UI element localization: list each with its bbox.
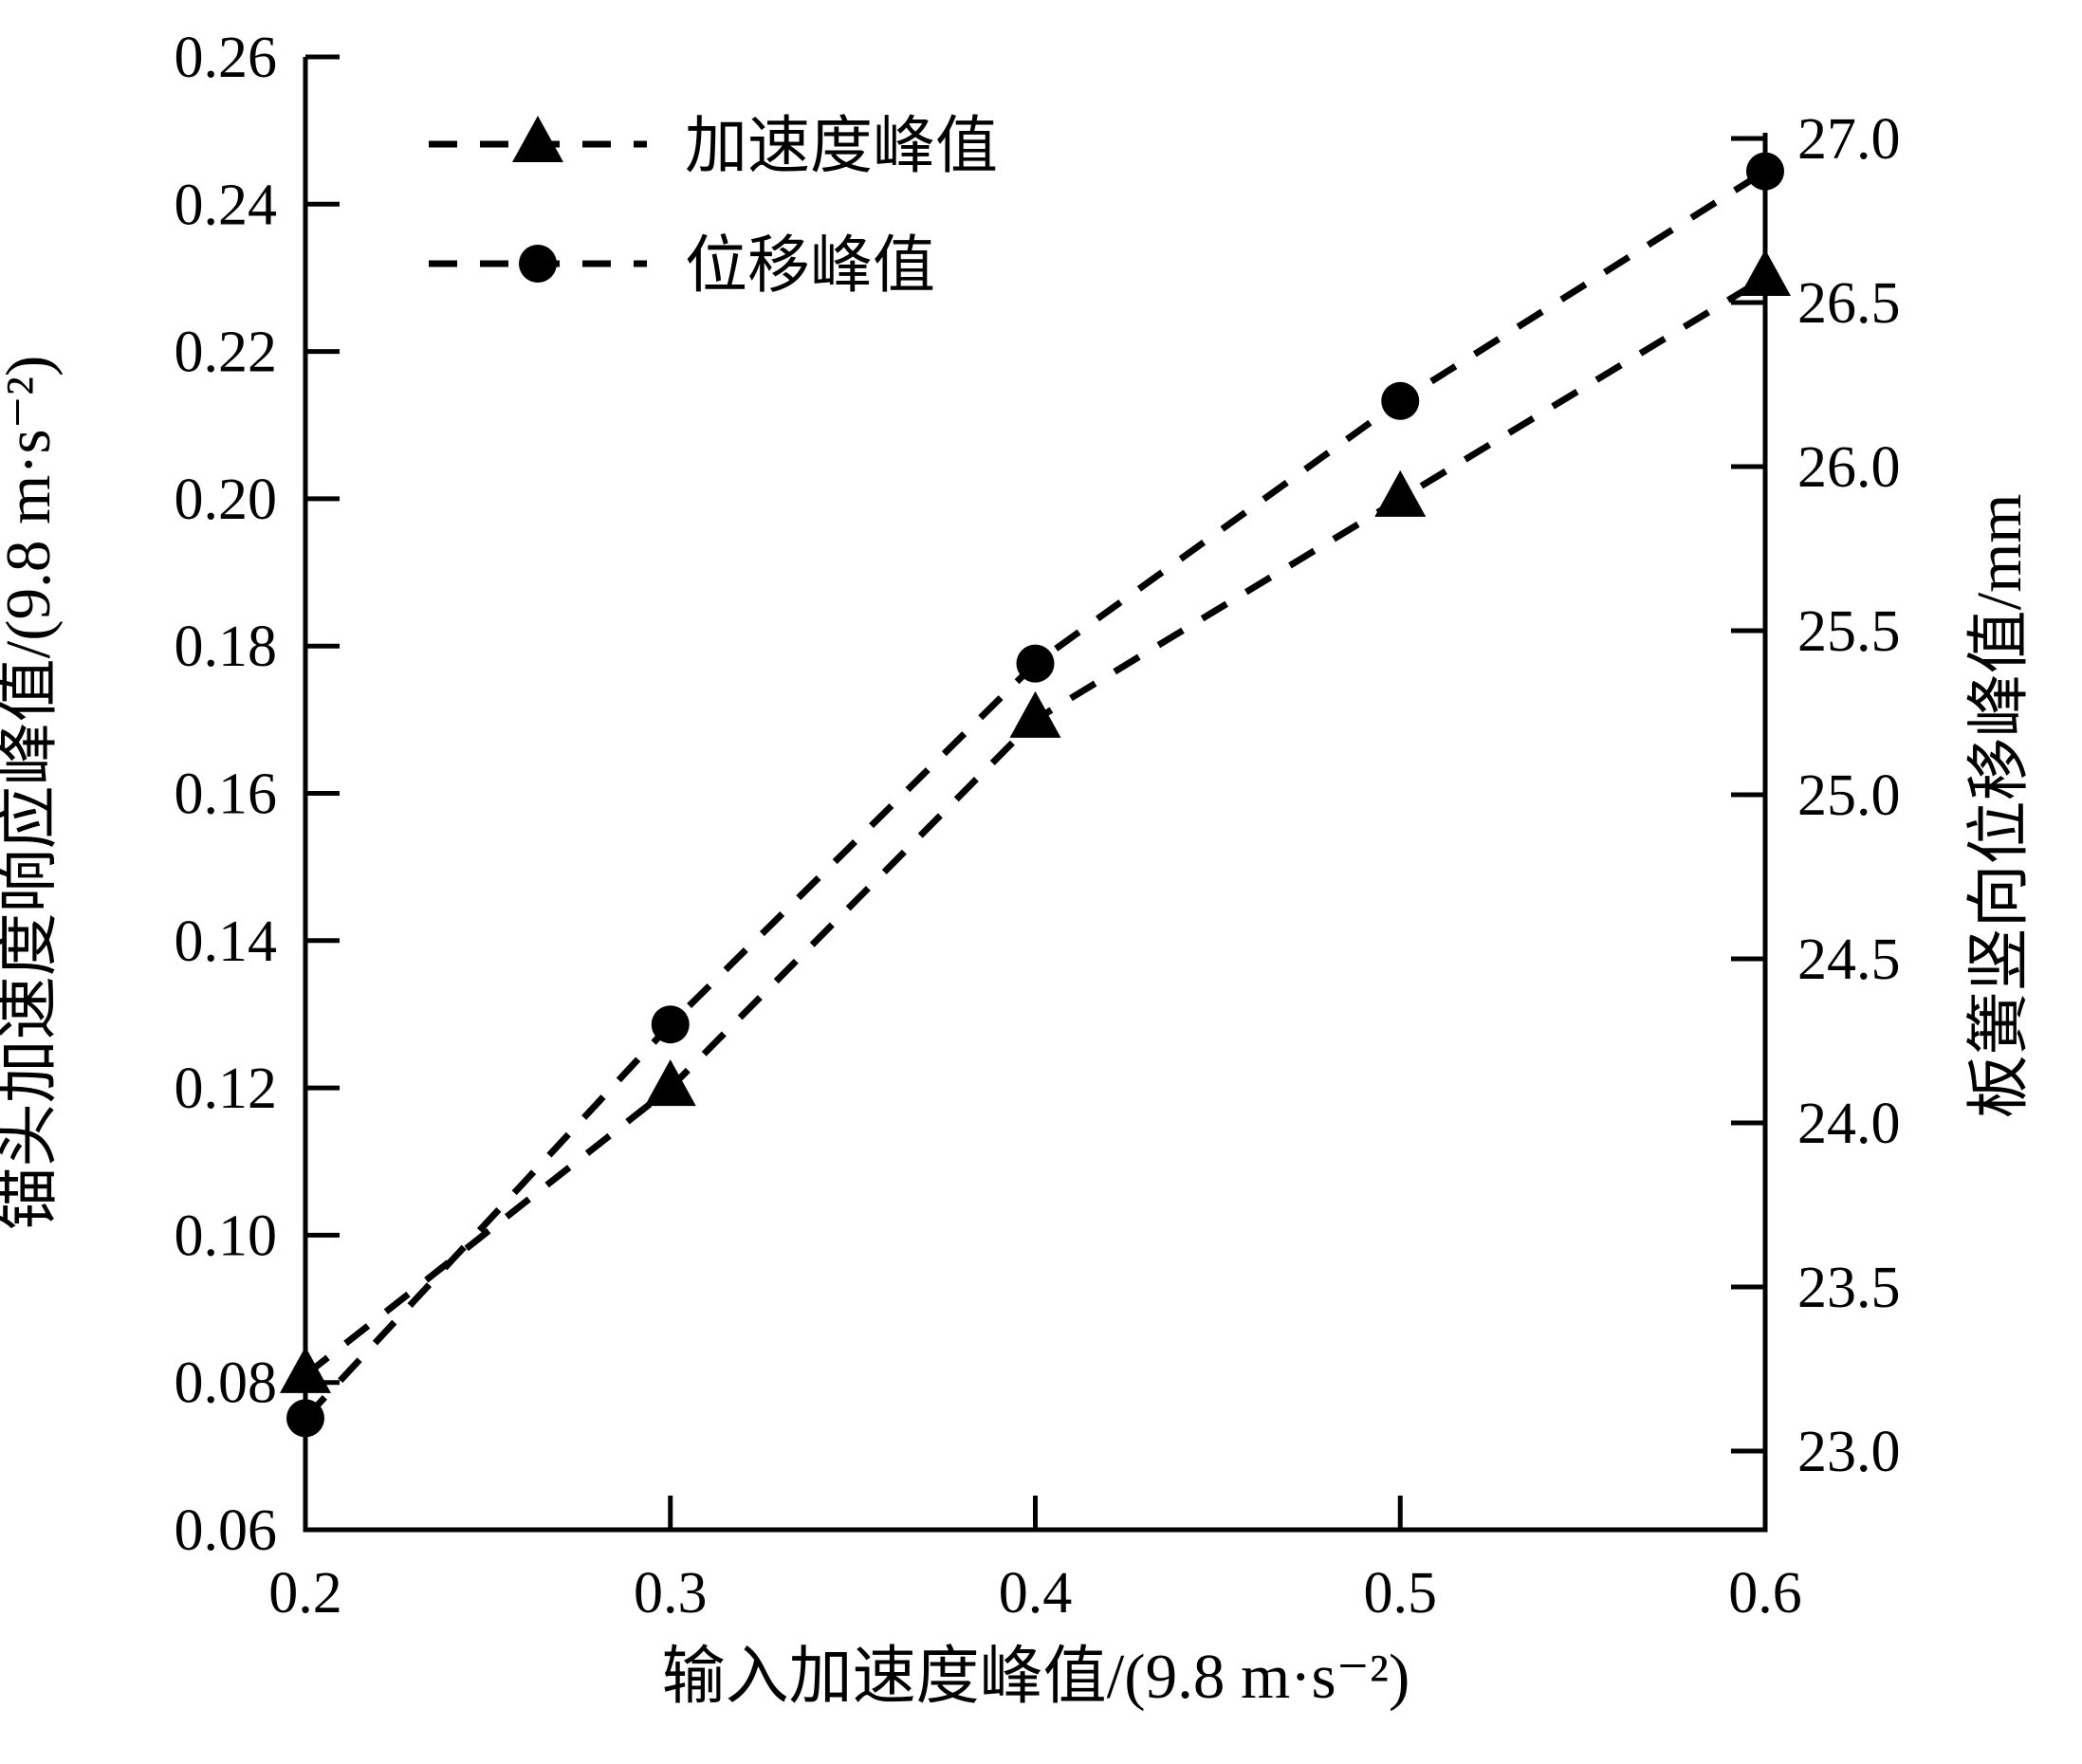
right-axis-tick-label: 24.5	[1797, 928, 1901, 992]
circle-data-marker	[286, 1399, 324, 1438]
circle-data-marker	[651, 1005, 690, 1044]
circle-series-line	[303, 168, 1767, 1421]
left-axis-tick-label: 0.26	[175, 26, 278, 90]
right-axis-tick-label: 26.0	[1797, 435, 1901, 500]
right-axis-tick-label: 23.0	[1797, 1420, 1901, 1484]
left-axis-title: 锚头加速度响应峰值/(9.8 m·s⁻²)	[0, 356, 64, 1231]
x-axis-tick-label: 0.6	[1728, 1561, 1802, 1626]
x-axis-tick-label: 0.3	[634, 1561, 708, 1626]
left-axis-tick-label: 0.22	[175, 321, 278, 385]
triangle-data-marker	[280, 1346, 331, 1393]
x-axis-tick-label: 0.2	[268, 1561, 342, 1626]
right-axis-tick-label: 25.0	[1797, 763, 1901, 828]
legend-triangle-marker	[512, 116, 563, 162]
legend-label-displacement: 位移峰值	[685, 231, 935, 301]
right-axis-tick-label: 23.5	[1797, 1256, 1901, 1320]
triangle-data-marker	[1009, 690, 1061, 738]
x-axis-title: 输入加速度峰值/(9.8 m·s⁻²)	[662, 1642, 1410, 1712]
left-axis-tick-label: 0.18	[175, 615, 278, 679]
x-axis-tick-label: 0.5	[1364, 1561, 1438, 1626]
left-axis-tick-label: 0.16	[175, 763, 278, 827]
right-axis-tick-label: 25.5	[1797, 599, 1901, 664]
axes-layer: 0.06 0.08 0.10 0.12 0.14 0.16 0.18 0.20 0.22 0.24…	[175, 26, 1901, 1626]
x-axis-tick-label: 0.4	[999, 1561, 1073, 1626]
left-axis-tick-label: 0.10	[175, 1204, 278, 1268]
circle-data-marker	[1381, 381, 1420, 420]
right-axis-title: 板簧竖向位移峰值/mm	[1964, 494, 2035, 1119]
left-axis-tick-label: 0.12	[175, 1057, 278, 1121]
legend-label-acceleration: 加速度峰值	[685, 112, 998, 181]
legend-glyphs	[429, 116, 647, 283]
circle-data-marker	[1016, 644, 1055, 683]
right-axis-tick-label: 24.0	[1797, 1092, 1901, 1156]
left-axis-tick-label: 0.06	[175, 1498, 278, 1563]
triangle-data-marker	[1374, 469, 1427, 517]
circle-data-marker	[1746, 152, 1784, 191]
triangle-series-line	[303, 274, 1767, 1378]
left-axis-tick-label: 0.14	[175, 910, 278, 974]
right-axis-tick-label: 26.5	[1797, 271, 1901, 336]
left-axis-tick-label: 0.08	[175, 1351, 278, 1416]
triangle-data-marker	[1740, 248, 1791, 296]
legend-circle-marker	[519, 245, 557, 283]
right-axis-tick-label: 27.0	[1797, 107, 1901, 172]
series-layer	[280, 152, 1791, 1438]
left-axis-tick-label: 0.24	[175, 173, 278, 237]
left-axis-tick-label: 0.20	[175, 468, 278, 532]
triangle-data-marker	[644, 1059, 696, 1107]
